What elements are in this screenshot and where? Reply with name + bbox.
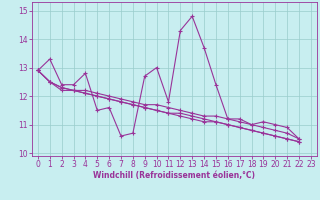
X-axis label: Windchill (Refroidissement éolien,°C): Windchill (Refroidissement éolien,°C)	[93, 171, 255, 180]
